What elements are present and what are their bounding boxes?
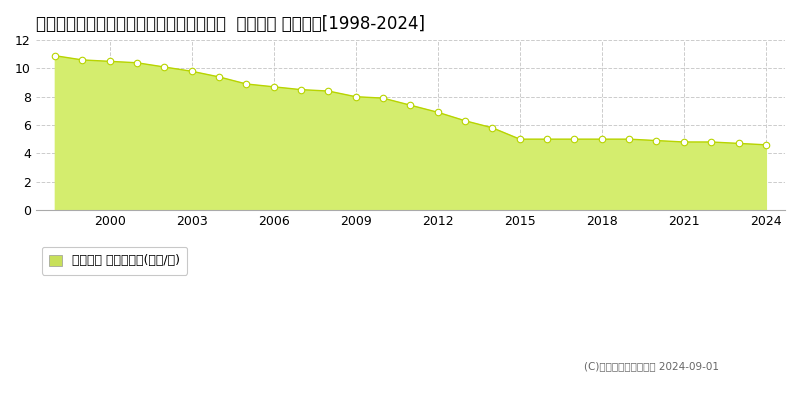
Point <box>49 52 62 59</box>
Text: 山口県防府市大字向島字藪原１５０番７外  地価公示 地価推移[1998-2024]: 山口県防府市大字向島字藪原１５０番７外 地価公示 地価推移[1998-2024] <box>36 15 425 33</box>
Point <box>76 57 89 63</box>
Point <box>514 136 526 142</box>
Point <box>541 136 554 142</box>
Point <box>267 84 280 90</box>
Point <box>294 86 307 93</box>
Point <box>486 125 499 131</box>
Point <box>103 58 116 64</box>
Point <box>732 140 745 146</box>
Point <box>158 64 170 70</box>
Point <box>595 136 608 142</box>
Point <box>705 139 718 145</box>
Text: (C)土地価格ドットコム 2024-09-01: (C)土地価格ドットコム 2024-09-01 <box>584 361 719 371</box>
Legend: 地価公示 平均坪単価(万円/坪): 地価公示 平均坪単価(万円/坪) <box>42 247 187 275</box>
Point <box>622 136 635 142</box>
Point <box>130 60 143 66</box>
Point <box>431 109 444 116</box>
Point <box>240 81 253 87</box>
Point <box>678 139 690 145</box>
Point <box>322 88 334 94</box>
Point <box>377 95 390 101</box>
Point <box>350 94 362 100</box>
Point <box>759 142 772 148</box>
Point <box>650 137 663 144</box>
Point <box>458 118 471 124</box>
Point <box>186 68 198 74</box>
Point <box>404 102 417 108</box>
Point <box>568 136 581 142</box>
Point <box>213 74 226 80</box>
